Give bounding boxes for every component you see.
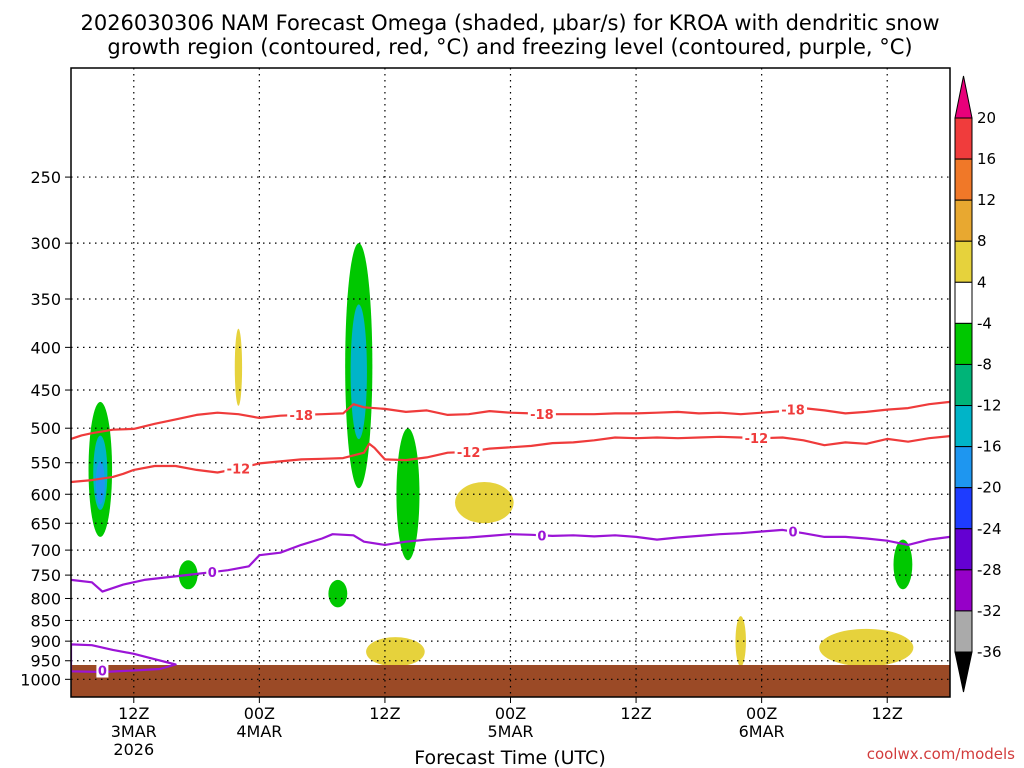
x-tick-label: 00Z bbox=[244, 704, 275, 723]
contour-label: -12 bbox=[227, 463, 251, 478]
colorbar-label: -12 bbox=[977, 397, 1002, 415]
contour-label: -18 bbox=[530, 408, 554, 423]
contour-label: 0 bbox=[789, 526, 798, 541]
ascent-core-16 bbox=[95, 461, 105, 505]
contour-label-bg bbox=[96, 663, 109, 678]
contour-label-bg bbox=[527, 406, 556, 421]
colorbar-label: 4 bbox=[977, 273, 987, 291]
x-axis-label: Forecast Time (UTC) bbox=[414, 747, 605, 768]
ascent-region bbox=[328, 579, 348, 608]
descent-region bbox=[819, 628, 914, 667]
colorbar-label: -28 bbox=[977, 561, 1002, 579]
contour-label-bg bbox=[742, 431, 771, 446]
contour-label-bg bbox=[454, 445, 483, 460]
colorbar-label: 16 bbox=[977, 150, 996, 168]
contour-line bbox=[71, 400, 950, 440]
contour-label-bg bbox=[287, 407, 316, 422]
y-tick-label: 300 bbox=[30, 234, 61, 253]
contour-line bbox=[71, 643, 177, 674]
contour-label-bg bbox=[535, 528, 548, 543]
y-tick-label: 650 bbox=[30, 514, 61, 533]
gridlines bbox=[71, 68, 950, 697]
contour-label-bg bbox=[206, 565, 219, 580]
colorbar-segment bbox=[954, 240, 973, 283]
colorbar-label: 8 bbox=[977, 232, 987, 250]
ascent-core-12 bbox=[350, 304, 367, 440]
y-tick-label: 850 bbox=[30, 611, 61, 630]
y-tick-label: 800 bbox=[30, 589, 61, 608]
x-tick-date: 6MAR bbox=[739, 722, 785, 741]
colorbar-label: -4 bbox=[977, 314, 992, 332]
y-tick-label: 750 bbox=[30, 566, 61, 585]
colorbar-bottom-arrow bbox=[954, 651, 973, 693]
y-tick-label: 250 bbox=[30, 168, 61, 187]
y-tick-label: 350 bbox=[30, 290, 61, 309]
colorbar-segment bbox=[954, 117, 973, 160]
y-tick-label: 900 bbox=[30, 632, 61, 651]
contour-label: 0 bbox=[208, 566, 217, 581]
x-tick-label: 12Z bbox=[872, 704, 903, 723]
contour-label: -12 bbox=[745, 432, 769, 447]
colorbar-label: -24 bbox=[977, 520, 1002, 538]
colorbar-segment bbox=[954, 363, 973, 407]
colorbar-label: -36 bbox=[977, 643, 1002, 661]
contour-label-bg bbox=[224, 461, 253, 476]
contour-label: -18 bbox=[289, 409, 313, 424]
colorbar-segment bbox=[954, 405, 973, 448]
contour-label: 0 bbox=[537, 529, 546, 544]
colorbar-label: -16 bbox=[977, 438, 1002, 456]
colorbar-segment bbox=[954, 569, 973, 612]
credit-text: coolwx.com/models bbox=[867, 745, 1015, 763]
descent-region bbox=[455, 481, 514, 524]
colorbar-segment bbox=[954, 158, 973, 201]
x-tick-label: 12Z bbox=[620, 704, 651, 723]
colorbar-label: 20 bbox=[977, 109, 996, 127]
chart-title-line2: growth region (contoured, red, °C) and f… bbox=[107, 35, 912, 59]
contour-labels: -18 -18 -18 -12 -12 -12 0 0 0 0 bbox=[96, 402, 808, 680]
contour-label: -12 bbox=[457, 446, 481, 461]
descent-region bbox=[735, 616, 746, 667]
x-tick-date: 5MAR bbox=[487, 722, 533, 741]
colorbar-segment bbox=[954, 610, 973, 653]
x-tick-label: 12Z bbox=[118, 704, 149, 723]
descent-region bbox=[366, 637, 425, 667]
omega-shading-layer bbox=[88, 243, 914, 667]
x-tick-date: 3MAR bbox=[111, 722, 157, 741]
x-tick-label: 00Z bbox=[746, 704, 777, 723]
descent-region bbox=[234, 328, 243, 406]
y-tick-label: 500 bbox=[30, 419, 61, 438]
y-axis: 250 300 350 400 450 500 550 600 650 700 750 800 850 9… bbox=[20, 168, 71, 689]
colorbar-label: 12 bbox=[977, 191, 996, 209]
ascent-region bbox=[893, 539, 913, 590]
y-tick-label: 700 bbox=[30, 541, 61, 560]
colorbar-label: -20 bbox=[977, 479, 1002, 497]
colorbar: 20 16 12 8 4 -4 -8 -12 -16 -20 -24 -28 -32 -36 bbox=[954, 75, 1002, 693]
x-tick-label: 00Z bbox=[495, 704, 526, 723]
x-tick-date: 4MAR bbox=[236, 722, 282, 741]
colorbar-segment bbox=[954, 199, 973, 242]
colorbar-segment bbox=[954, 528, 973, 571]
colorbar-segment bbox=[954, 322, 973, 365]
y-tick-label: 600 bbox=[30, 485, 61, 504]
y-tick-label: 1000 bbox=[20, 670, 61, 689]
contour-label: -18 bbox=[781, 404, 805, 419]
y-tick-label: 450 bbox=[30, 381, 61, 400]
contour-label-bg bbox=[787, 524, 800, 539]
y-tick-label: 550 bbox=[30, 454, 61, 473]
colorbar-top-arrow bbox=[954, 75, 973, 119]
x-tick-year: 2026 bbox=[113, 740, 154, 759]
x-tick-label: 12Z bbox=[369, 704, 400, 723]
colorbar-segment bbox=[954, 487, 973, 530]
colorbar-segment bbox=[954, 281, 973, 324]
colorbar-label: -32 bbox=[977, 602, 1002, 620]
chart-title-line1: 2026030306 NAM Forecast Omega (shaded, μ… bbox=[80, 11, 939, 35]
y-tick-label: 950 bbox=[30, 652, 61, 671]
contour-label-bg bbox=[779, 402, 808, 417]
contour-label: 0 bbox=[98, 665, 107, 680]
colorbar-segment bbox=[954, 446, 973, 489]
colorbar-label: -8 bbox=[977, 355, 992, 373]
y-tick-label: 400 bbox=[30, 338, 61, 357]
